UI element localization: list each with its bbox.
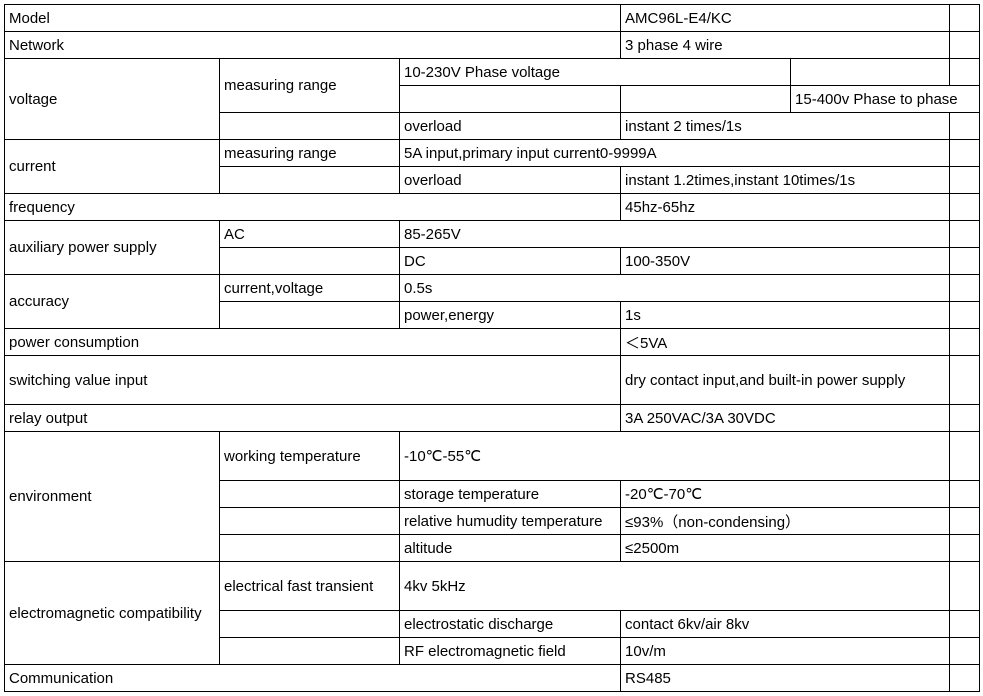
cell-model-value: AMC96L-E4/KC [621,5,950,32]
table-row: Model AMC96L-E4/KC [5,5,980,32]
cell-accuracy-label: accuracy [5,275,220,329]
cell-frequency-label: frequency [5,194,621,221]
cell-ac: AC [220,221,400,248]
cell-dc: DC [400,248,621,275]
cell-relay-output-label: relay output [5,405,621,432]
cell-communication-label: Communication [5,665,621,692]
cell-environment-label: environment [5,432,220,562]
cell-empty [220,248,400,275]
cell-dc-value: 100-350V [621,248,950,275]
cell-empty [220,638,400,665]
cell-empty [950,638,980,665]
cell-empty [950,535,980,562]
cell-humidity-value: ≤93%（non-condensing） [621,508,950,535]
table-row: relay output 3A 250VAC/3A 30VDC [5,405,980,432]
cell-overload-value: instant 2 times/1s [621,113,950,140]
cell-empty [950,221,980,248]
cell-empty [950,405,980,432]
cell-empty [950,302,980,329]
cell-measuring-range: measuring range [220,140,400,167]
cell-empty [220,611,400,638]
cell-empty [950,167,980,194]
cell-voltage-label: voltage [5,59,220,140]
table-row: voltage measuring range 10-230V Phase vo… [5,59,980,86]
cell-overload: overload [400,113,621,140]
cell-rf: RF electromagnetic field [400,638,621,665]
cell-empty [950,59,980,86]
cell-power-consumption-value: ＜5VA [621,329,950,356]
cell-overload: overload [400,167,621,194]
cell-empty [950,562,980,611]
cell-emc-label: electromagnetic compatibility [5,562,220,665]
cell-empty [950,665,980,692]
table-row: Communication RS485 [5,665,980,692]
cell-empty [950,140,980,167]
cell-humidity: relative humudity temperature [400,508,621,535]
cell-rf-value: 10v/m [621,638,950,665]
cell-storage-temp-value: -20℃-70℃ [621,481,950,508]
cell-current-input: 5A input,primary input current0-9999A [400,140,950,167]
cell-empty [950,248,980,275]
spec-table: Model AMC96L-E4/KC Network 3 phase 4 wir… [4,4,980,692]
cell-relay-output-value: 3A 250VAC/3A 30VDC [621,405,950,432]
cell-empty [950,5,980,32]
cell-overload-value: instant 1.2times,instant 10times/1s [621,167,950,194]
cell-power-energy: power,energy [400,302,621,329]
table-row: accuracy current,voltage 0.5s [5,275,980,302]
cell-esd: electrostatic discharge [400,611,621,638]
cell-empty [950,611,980,638]
cell-empty [220,535,400,562]
cell-empty [950,432,980,481]
cell-eft: electrical fast transient [220,562,400,611]
cell-switching-input-value: dry contact input,and built-in power sup… [621,356,950,405]
cell-empty [950,275,980,302]
cell-current-voltage: current,voltage [220,275,400,302]
table-row: frequency 45hz-65hz [5,194,980,221]
cell-empty [950,481,980,508]
cell-phase-to-phase: 15-400v Phase to phase [791,86,980,113]
cell-empty [621,86,791,113]
cell-phase-voltage: 10-230V Phase voltage [400,59,791,86]
cell-communication-value: RS485 [621,665,950,692]
cell-eft-value: 4kv 5kHz [400,562,950,611]
cell-working-temp-value: -10℃-55℃ [400,432,950,481]
cell-empty [220,167,400,194]
cell-empty [400,86,621,113]
table-row: power consumption ＜5VA [5,329,980,356]
cell-empty [220,113,400,140]
cell-altitude-value: ≤2500m [621,535,950,562]
cell-storage-temp: storage temperature [400,481,621,508]
table-row: Network 3 phase 4 wire [5,32,980,59]
cell-empty [220,481,400,508]
table-row: electromagnetic compatibility electrical… [5,562,980,611]
cell-empty [950,508,980,535]
cell-current-label: current [5,140,220,194]
cell-working-temp: working temperature [220,432,400,481]
cell-empty [791,59,950,86]
cell-empty [950,329,980,356]
table-row: environment working temperature -10℃-55℃ [5,432,980,481]
cell-accuracy-pe-value: 1s [621,302,950,329]
cell-measuring-range: measuring range [220,59,400,113]
cell-power-consumption-label: power consumption [5,329,621,356]
cell-switching-input-label: switching value input [5,356,621,405]
cell-altitude: altitude [400,535,621,562]
cell-network-label: Network [5,32,621,59]
cell-model-label: Model [5,5,621,32]
cell-frequency-value: 45hz-65hz [621,194,950,221]
table-row: current measuring range 5A input,primary… [5,140,980,167]
cell-empty [950,113,980,140]
cell-ac-value: 85-265V [400,221,950,248]
table-row: switching value input dry contact input,… [5,356,980,405]
cell-accuracy-cv-value: 0.5s [400,275,950,302]
cell-empty [220,508,400,535]
table-row: auxiliary power supply AC 85-265V [5,221,980,248]
cell-aux-power-label: auxiliary power supply [5,221,220,275]
cell-empty [950,356,980,405]
cell-empty [220,302,400,329]
cell-network-value: 3 phase 4 wire [621,32,950,59]
cell-empty [950,194,980,221]
cell-esd-value: contact 6kv/air 8kv [621,611,950,638]
cell-empty [950,32,980,59]
